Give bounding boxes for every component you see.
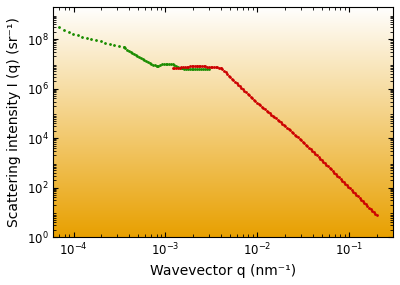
X-axis label: Wavevector q (nm⁻¹): Wavevector q (nm⁻¹): [150, 264, 296, 278]
Y-axis label: Scattering intensity I (q) (sr⁻¹): Scattering intensity I (q) (sr⁻¹): [7, 17, 21, 227]
